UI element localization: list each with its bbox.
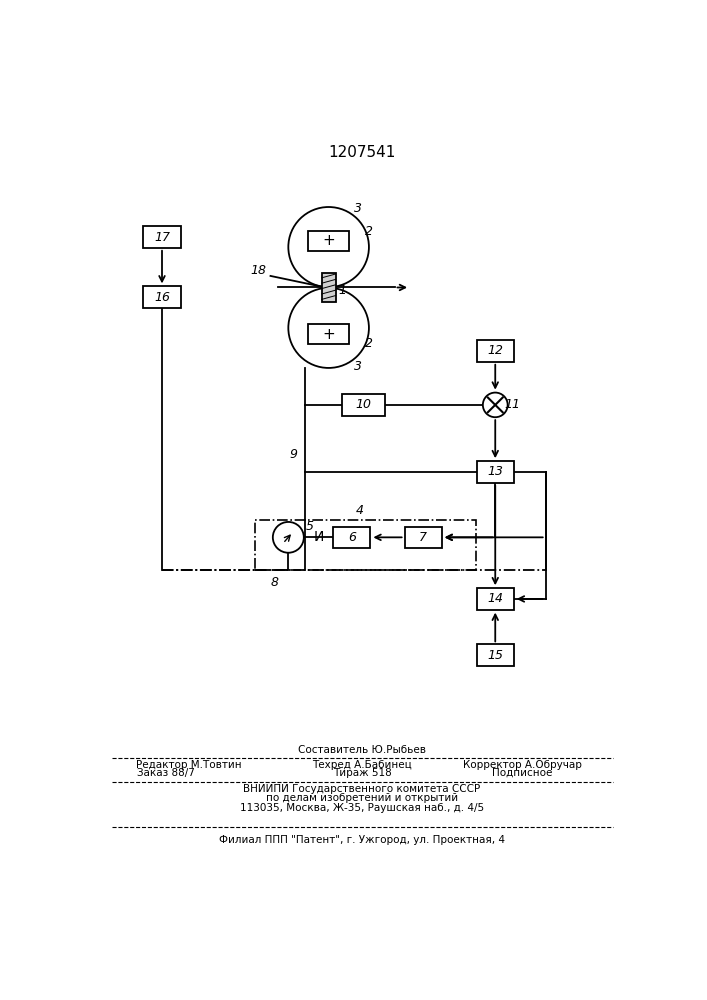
Bar bbox=[342, 394, 385, 416]
Text: Корректор А.Обручар: Корректор А.Обручар bbox=[463, 760, 582, 770]
Text: 10: 10 bbox=[356, 398, 371, 411]
Text: 113035, Москва, Ж-35, Раушская наб., д. 4/5: 113035, Москва, Ж-35, Раушская наб., д. … bbox=[240, 803, 484, 813]
Bar bbox=[477, 588, 514, 610]
Circle shape bbox=[273, 522, 304, 553]
Bar bbox=[308, 324, 349, 344]
Text: Подписное: Подписное bbox=[492, 768, 553, 778]
Bar bbox=[404, 527, 442, 548]
Text: 4: 4 bbox=[356, 504, 363, 517]
Text: 12: 12 bbox=[487, 344, 503, 358]
Bar bbox=[255, 520, 476, 570]
Text: Техред А.Бабинец: Техред А.Бабинец bbox=[312, 760, 411, 770]
Text: +: + bbox=[322, 327, 335, 342]
Text: 13: 13 bbox=[487, 465, 503, 478]
Text: 5: 5 bbox=[306, 520, 314, 533]
Text: 3: 3 bbox=[354, 202, 362, 215]
Text: Филиал ППП "Патент", г. Ужгород, ул. Проектная, 4: Филиал ППП "Патент", г. Ужгород, ул. Про… bbox=[219, 835, 505, 845]
Text: +: + bbox=[322, 233, 335, 248]
Text: ВНИИПИ Государственного комитета СССР: ВНИИПИ Государственного комитета СССР bbox=[243, 784, 481, 794]
Text: 8: 8 bbox=[270, 576, 279, 588]
Text: 1: 1 bbox=[339, 284, 346, 297]
Bar bbox=[144, 226, 180, 248]
Circle shape bbox=[483, 393, 508, 417]
Text: Редактор М.Товтин: Редактор М.Товтин bbox=[136, 760, 242, 770]
Text: 2: 2 bbox=[365, 225, 373, 238]
Bar bbox=[308, 231, 349, 251]
Text: 3: 3 bbox=[354, 360, 362, 373]
Bar bbox=[477, 461, 514, 483]
Text: 11: 11 bbox=[504, 398, 520, 411]
Text: 6: 6 bbox=[348, 531, 356, 544]
Text: по делам изобретений и открытий: по делам изобретений и открытий bbox=[266, 793, 458, 803]
Text: 7: 7 bbox=[419, 531, 427, 544]
Text: Тираж 518: Тираж 518 bbox=[332, 768, 392, 778]
Text: И: И bbox=[313, 530, 324, 544]
Text: 16: 16 bbox=[154, 291, 170, 304]
Text: 1207541: 1207541 bbox=[328, 145, 396, 160]
Text: Заказ 88/7: Заказ 88/7 bbox=[137, 768, 195, 778]
Bar bbox=[333, 527, 370, 548]
Text: 17: 17 bbox=[154, 231, 170, 244]
Text: Составитель Ю.Рыбьев: Составитель Ю.Рыбьев bbox=[298, 745, 426, 755]
Circle shape bbox=[288, 207, 369, 287]
Bar bbox=[477, 340, 514, 362]
Text: 2: 2 bbox=[365, 337, 373, 350]
Circle shape bbox=[288, 288, 369, 368]
Text: 18: 18 bbox=[251, 264, 267, 277]
Bar bbox=[322, 273, 336, 302]
Bar bbox=[144, 286, 180, 308]
Text: 9: 9 bbox=[289, 448, 297, 461]
Text: 14: 14 bbox=[487, 592, 503, 605]
Text: 15: 15 bbox=[487, 649, 503, 662]
Bar bbox=[477, 644, 514, 666]
